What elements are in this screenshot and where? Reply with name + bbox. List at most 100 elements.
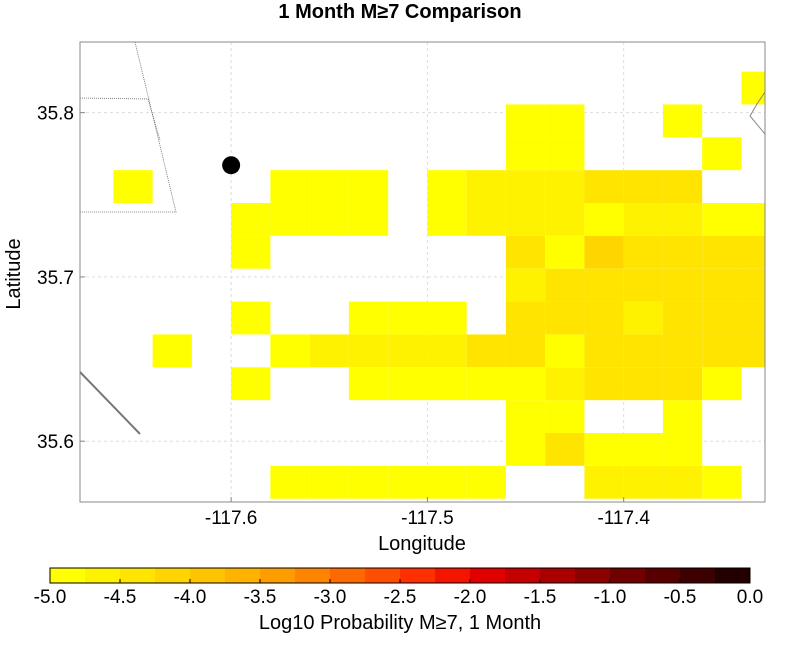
colorbar-swatch [120, 568, 156, 583]
heatmap-cell [741, 235, 765, 269]
x-tick-label: -117.6 [205, 508, 257, 529]
heatmap-cell [113, 170, 153, 203]
heatmap-cell [348, 334, 389, 368]
heatmap-cell [152, 334, 192, 368]
fault-line [80, 371, 141, 435]
heatmap-cell [623, 301, 663, 335]
heatmap-cell [741, 71, 765, 105]
heatmap-cell [309, 334, 349, 368]
heatmap-cell [466, 367, 506, 401]
heatmap-cell [781, 170, 800, 203]
heatmap-cell [584, 465, 624, 499]
y-axis-ticks: 35.6 35.7 35.8 [37, 104, 85, 453]
heatmap-cell [388, 465, 428, 499]
colorbar-tick-label: 0.0 [737, 587, 763, 608]
heatmap-cell [781, 302, 800, 335]
colorbar-swatch [645, 568, 681, 583]
heatmap-cell [388, 367, 428, 401]
colorbar-swatch [470, 568, 506, 583]
heatmap-cell [427, 203, 467, 236]
heatmap-cell [545, 235, 585, 269]
heatmap-cell [427, 170, 467, 203]
heatmap-cell [702, 334, 742, 368]
heatmap-cell [781, 269, 800, 302]
heatmap-cell [270, 465, 310, 499]
y-tick-label: 35.6 [37, 432, 74, 453]
colorbar-swatch [330, 568, 366, 583]
heatmap-cell [584, 367, 624, 401]
heatmap-cell [505, 268, 546, 302]
heatmap-cell [505, 170, 546, 203]
heatmap-cell [584, 268, 624, 302]
colorbar-ticks: -5.0 -4.5 -4.0 -3.5 -3.0 -2.5 -2.0 -1.5 -1.0 -0.5… [34, 579, 763, 608]
heatmap-cell [702, 367, 742, 401]
heatmap-cell [584, 301, 624, 335]
heatmap-cell [231, 235, 271, 269]
x-tick-label: -117.5 [401, 508, 453, 529]
colorbar-swatch [225, 568, 261, 583]
heatmap-cell [427, 465, 467, 499]
heatmap-cell [741, 301, 765, 335]
heatmap-cell [545, 268, 585, 302]
colorbar: -5.0 -4.5 -4.0 -3.5 -3.0 -2.5 -2.0 -1.5 -1.0 -0.5… [34, 567, 763, 634]
heatmap-cell [662, 268, 703, 302]
heatmap-cell [348, 301, 389, 335]
colorbar-swatch [190, 568, 226, 583]
heatmap-cell [388, 334, 428, 368]
heatmap-cell [662, 301, 703, 335]
heatmap-cell [505, 235, 546, 269]
colorbar-label: Log10 Probability M≥7, 1 Month [259, 612, 541, 634]
heatmap-cell [545, 137, 585, 171]
x-axis-ticks: -117.6 -117.5 -117.4 [205, 497, 650, 529]
colorbar-swatch [575, 568, 611, 583]
heatmap-cell [545, 433, 585, 466]
colorbar-swatch [610, 568, 646, 583]
heatmap-cell [584, 203, 624, 236]
heatmap-cell [309, 203, 349, 236]
colorbar-tick-label: -4.0 [174, 587, 207, 608]
heatmap-cell [545, 301, 585, 335]
heatmap-cell [662, 170, 703, 203]
colorbar-swatch [155, 568, 191, 583]
fault-line [749, 91, 765, 135]
fault-line [80, 97, 161, 141]
y-axis-label: Latitude [3, 238, 25, 309]
colorbar-tick-label: -1.0 [594, 587, 627, 608]
heatmap-cell [741, 203, 765, 236]
heatmap-cell [702, 268, 742, 302]
heatmap-cell [623, 433, 663, 466]
heatmap-cell [348, 367, 389, 401]
heatmap-cell [781, 334, 800, 367]
heatmap-cell [662, 433, 703, 466]
x-axis-label: Longitude [378, 533, 466, 555]
colorbar-tick-label: -5.0 [34, 587, 67, 608]
heatmap-cell [545, 400, 585, 433]
colorbar-tick-label: -3.0 [314, 587, 347, 608]
heatmap-cell [781, 236, 800, 269]
heatmap-cell [231, 301, 271, 335]
fault-line [80, 42, 177, 213]
heatmap-cell [781, 72, 800, 105]
heatmap-cell [505, 203, 546, 236]
y-tick-label: 35.8 [37, 104, 74, 125]
colorbar-tick-label: -1.5 [524, 587, 557, 608]
heatmap-cell [505, 400, 546, 433]
heatmap-cell [584, 433, 624, 466]
heatmap-cell [545, 203, 585, 236]
heatmap-cell [702, 465, 742, 499]
heatmap-cell [505, 433, 546, 466]
colorbar-swatch [85, 568, 121, 583]
heatmap-cell [702, 137, 742, 171]
colorbar-swatch [365, 568, 401, 583]
heatmap-cell [584, 235, 624, 269]
heatmap-cell [781, 400, 800, 433]
colorbar-swatch [505, 568, 541, 583]
colorbar-swatch [680, 568, 716, 583]
heatmap-cell [781, 433, 800, 466]
colorbar-tick-label: -4.5 [104, 587, 137, 608]
heatmap-cell [427, 334, 467, 368]
heatmap-cell [662, 367, 703, 401]
epicenter-marker [222, 156, 241, 175]
heatmap-cell [545, 104, 585, 138]
